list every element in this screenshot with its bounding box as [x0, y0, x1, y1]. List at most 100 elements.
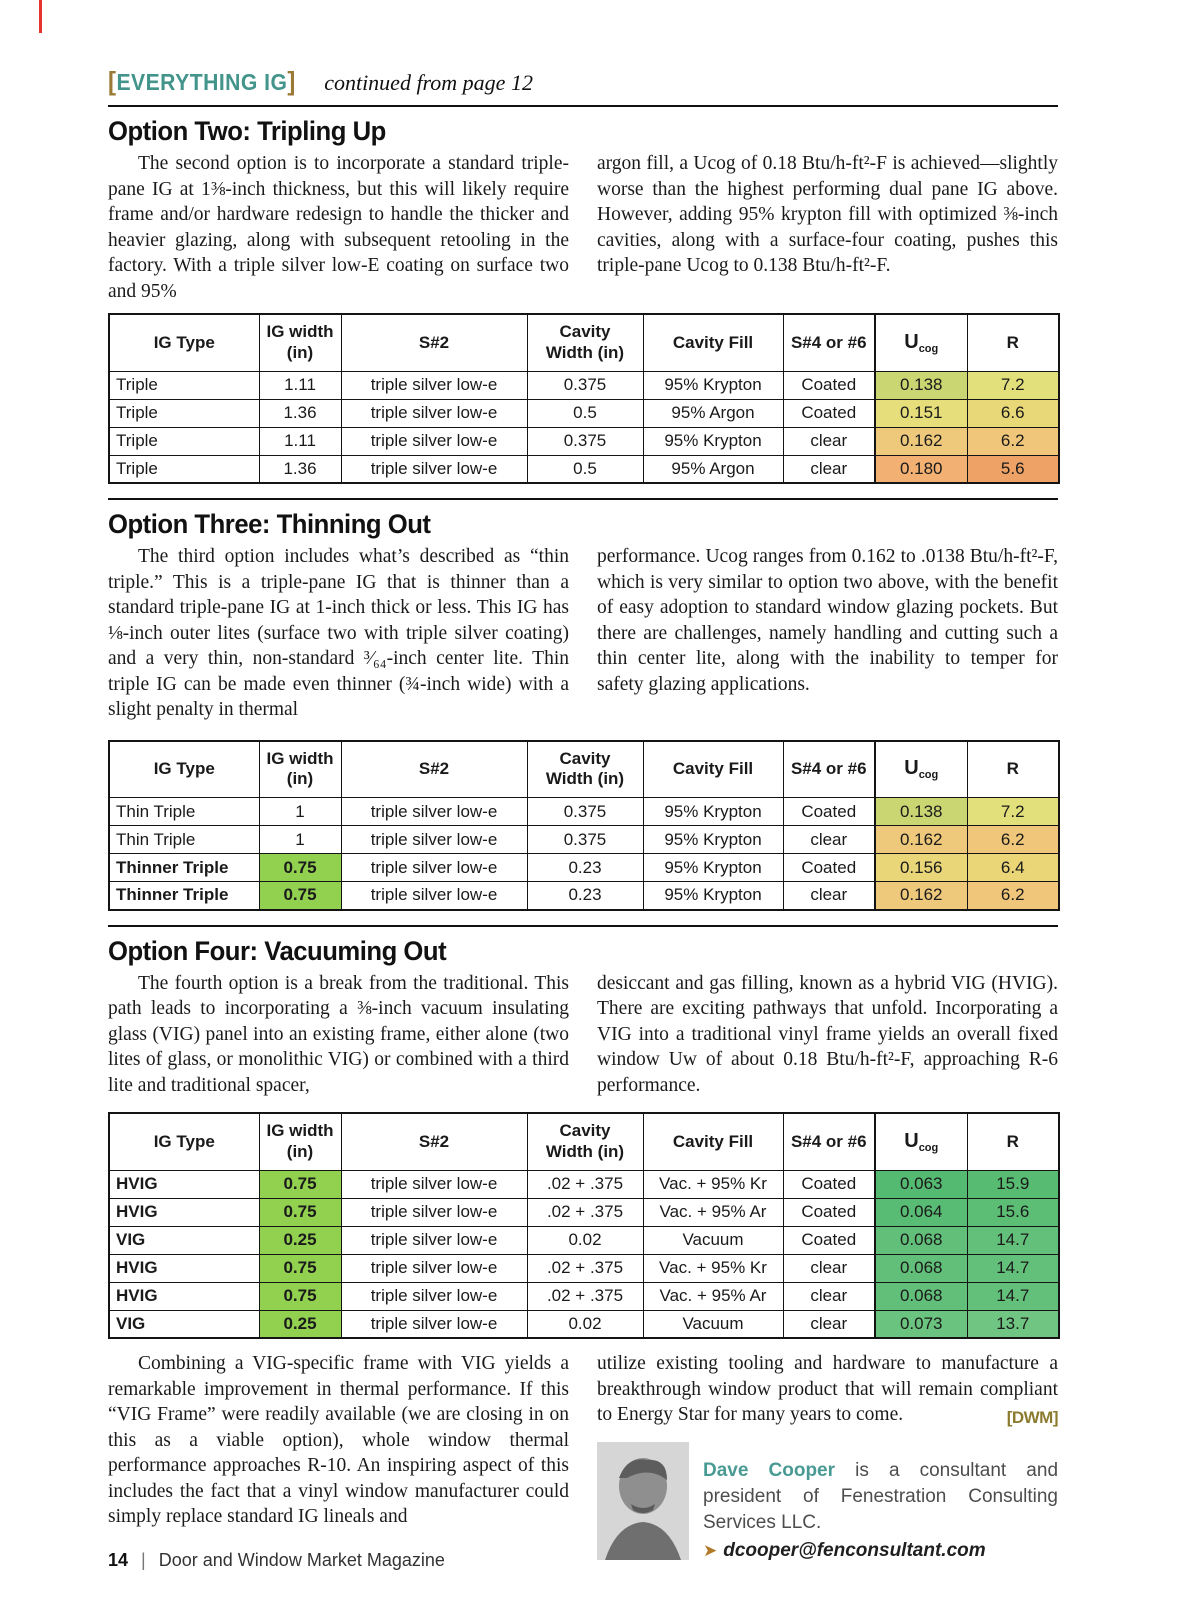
table-cell: triple silver low-e [340, 1197, 528, 1227]
table-cell: 6.2 [966, 426, 1060, 456]
table-cell: 95% Argon [642, 454, 784, 484]
dwm-end-tag: [DWM] [1006, 1408, 1059, 1427]
column-header: Ucog [874, 313, 968, 372]
table-cell: 0.068 [874, 1225, 968, 1255]
brand-text: EVERYTHING IG [116, 69, 288, 95]
table-cell: VIG [108, 1309, 260, 1339]
table-cell: Coated [782, 398, 876, 428]
option-three-body: The third option includes what’s describ… [108, 544, 1058, 723]
table-cell: 0.25 [258, 1309, 342, 1339]
table-cell: Vacuum [642, 1225, 784, 1255]
table-cell: Vac. + 95% Ar [642, 1197, 784, 1227]
table-cell: Coated [782, 1225, 876, 1255]
table-cell: triple silver low-e [340, 398, 528, 428]
table-cell: Coated [782, 797, 876, 826]
table-cell: 1.36 [258, 398, 342, 428]
column-header: R [966, 1112, 1060, 1171]
table-cell: triple silver low-e [340, 1169, 528, 1199]
table-cell: clear [782, 426, 876, 456]
table-cell: clear [782, 881, 876, 910]
table-cell: 0.068 [874, 1281, 968, 1311]
table-cell: 0.063 [874, 1169, 968, 1199]
table-cell: triple silver low-e [340, 853, 528, 882]
option-four-col-left: The fourth option is a break from the tr… [108, 972, 569, 1096]
table-row: VIG 0.25 triple silver low-e 0.02 Vacuum Coat… [108, 1225, 1060, 1255]
table-row: HVIG 0.75 triple silver low-e .02 + .375 Vac… [108, 1197, 1060, 1227]
table-header-row: IG Type IG width (in) S#2 Cavity Width (in) Ca… [108, 1112, 1060, 1171]
section-rule [108, 924, 1058, 927]
option-three-table: IG Type IG width (in) S#2 Cavity Width (in) Ca… [108, 739, 1060, 911]
table-row: Triple 1.36 triple silver low-e 0.5 95% Argo… [108, 454, 1060, 484]
bracket-left: [ [108, 66, 117, 96]
option-two-col-left: The second option is to incorporate a st… [108, 153, 569, 302]
table-cell: triple silver low-e [340, 1281, 528, 1311]
option-three-col-left: The third option includes what’s describ… [108, 546, 569, 720]
table-cell: Thin Triple [108, 825, 260, 854]
option-four-table: IG Type IG width (in) S#2 Cavity Width (in) Ca… [108, 1112, 1060, 1339]
table-header-row: IG Type IG width (in) S#2 Cavity Width (in) Ca… [108, 740, 1060, 798]
author-email-link[interactable]: dcooper@fenconsultant.com [723, 1539, 986, 1561]
table-cell: Thin Triple [108, 797, 260, 826]
table-cell: triple silver low-e [340, 1309, 528, 1339]
table-cell: triple silver low-e [340, 881, 528, 910]
table-cell: 6.2 [966, 881, 1060, 910]
option-four-body: The fourth option is a break from the tr… [108, 971, 1058, 1099]
header-rule [108, 105, 1058, 107]
table-cell: 95% Krypton [642, 853, 784, 882]
table-cell: 0.375 [526, 797, 644, 826]
table-cell: 95% Krypton [642, 370, 784, 400]
table-cell: 0.75 [258, 853, 342, 882]
table-row: HVIG 0.75 triple silver low-e .02 + .375 Vac… [108, 1253, 1060, 1283]
page-footer: 14 | Door and Window Market Magazine [108, 1550, 445, 1571]
option-two-body: The second option is to incorporate a st… [108, 151, 1058, 304]
page-number: 14 [108, 1550, 129, 1570]
column-header: R [966, 313, 1060, 372]
bio-description: is a consultant and president of Fenestr… [703, 1459, 1059, 1533]
table-row: Triple 1.11 triple silver low-e 0.375 95% Kr… [108, 426, 1060, 456]
table-cell: .02 + .375 [526, 1253, 644, 1283]
table-row: Triple 1.36 triple silver low-e 0.5 95% Argo… [108, 398, 1060, 428]
table-cell: 0.75 [258, 1281, 342, 1311]
column-header: IG Type [108, 1112, 260, 1171]
table-cell: Triple [108, 398, 260, 428]
table-cell: 0.75 [258, 1197, 342, 1227]
table-row: HVIG 0.75 triple silver low-e .02 + .375 Vac… [108, 1169, 1060, 1199]
table-cell: Thinner Triple [108, 853, 260, 882]
table-cell: 0.25 [258, 1225, 342, 1255]
option-two-heading: Option Two: Tripling Up [108, 116, 386, 146]
table-cell: Thinner Triple [108, 881, 260, 910]
table-cell: 0.138 [874, 370, 968, 400]
column-header: S#2 [340, 740, 528, 798]
table-cell: 0.180 [874, 454, 968, 484]
option-three-col-right: performance. Ucog ranges from 0.162 to .… [597, 546, 1058, 695]
bio-email-line: ➤ dcooper@fenconsultant.com [703, 1538, 1058, 1564]
section-brand: [EVERYTHING IG] [108, 66, 296, 97]
table-cell: triple silver low-e [340, 1225, 528, 1255]
table-cell: 0.75 [258, 1169, 342, 1199]
column-header: Cavity Width (in) [526, 313, 644, 372]
table-row: Thin Triple 1 triple silver low-e 0.375 95% … [108, 797, 1060, 826]
table-cell: clear [782, 454, 876, 484]
table-cell: 95% Argon [642, 398, 784, 428]
table-cell: Coated [782, 853, 876, 882]
table-row: Thinner Triple 0.75 triple silver low-e 0.2… [108, 853, 1060, 882]
bio-text-block: Dave Cooper is a consultant and presiden… [703, 1442, 1058, 1564]
table-cell: 5.6 [966, 454, 1060, 484]
table-cell: 14.7 [966, 1225, 1060, 1255]
table-cell: Triple [108, 454, 260, 484]
table-cell: Coated [782, 370, 876, 400]
table-cell: 0.162 [874, 825, 968, 854]
table-cell: 0.064 [874, 1197, 968, 1227]
table-cell: Vac. + 95% Kr [642, 1253, 784, 1283]
table-cell: 7.2 [966, 370, 1060, 400]
table-cell: 0.5 [526, 454, 644, 484]
author-name: Dave Cooper [703, 1459, 836, 1481]
table-cell: triple silver low-e [340, 426, 528, 456]
page-content: [EVERYTHING IG] continued from page 12 O… [108, 0, 1060, 1564]
column-header: Cavity Width (in) [526, 1112, 644, 1171]
option-two-table: IG Type IG width (in) S#2 Cavity Width (in) Ca… [108, 313, 1060, 484]
table-cell: 0.156 [874, 853, 968, 882]
closing-col-right: utilize existing tooling and hardware to… [597, 1351, 1059, 1564]
author-photo [597, 1441, 689, 1560]
table-cell: 14.7 [966, 1253, 1060, 1283]
